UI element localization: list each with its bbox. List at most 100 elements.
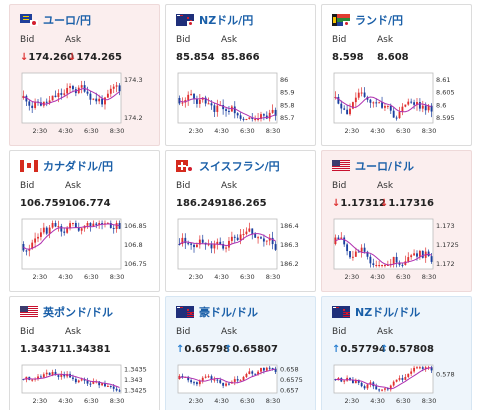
- rate-card-header[interactable]: スイスフラン/円: [176, 158, 280, 174]
- rate-card-header[interactable]: ランド/円: [332, 12, 403, 28]
- currency-pair-title[interactable]: ユーロ/円: [43, 14, 92, 27]
- candle-body: [39, 376, 42, 378]
- candle-body: [207, 244, 210, 246]
- candle-body: [418, 102, 421, 109]
- rate-card[interactable]: 豪ドル/ドル Bid Ask ↑0.65798 ↑0.65807 0.658 0.6575 0…: [165, 296, 316, 410]
- candle-body: [254, 373, 257, 375]
- currency-pair-title[interactable]: ユーロ/ドル: [355, 160, 415, 173]
- rate-card-header[interactable]: ユーロ/ドル: [332, 158, 414, 174]
- rate-card-header[interactable]: カナダドル/円: [20, 158, 113, 174]
- currency-pair-title[interactable]: NZドル/円: [199, 14, 254, 27]
- chart-container[interactable]: 8.61 8.605 8.6 8.595 2:30 4:30 6:30 8:30: [332, 71, 463, 143]
- x-tick-label: 8:30: [110, 397, 125, 405]
- ask-label: Ask: [65, 181, 82, 191]
- rate-card[interactable]: ランド/円 Bid Ask 8.598 8.608 8.61 8.605 8.6 8.595 2:…: [321, 4, 472, 146]
- currency-pair-title[interactable]: ランド/円: [355, 14, 404, 27]
- currency-pair-title[interactable]: 英ポンド/ドル: [43, 306, 114, 319]
- candle-body: [372, 263, 375, 265]
- chart-container[interactable]: 106.85 106.8 106.75 2:30 4:30 6:30 8:30: [20, 217, 151, 289]
- ask-label: Ask: [65, 35, 82, 45]
- candle-body: [242, 118, 245, 120]
- rate-card[interactable]: スイスフラン/円 Bid Ask 186.249 186.265 186.4 186.3 18…: [165, 150, 316, 292]
- rate-card-header[interactable]: NZドル/ドル: [332, 304, 420, 320]
- currency-pair-title[interactable]: NZドル/ドル: [355, 306, 421, 319]
- candle-body: [115, 85, 118, 87]
- y-tick-label: 8.605: [436, 89, 455, 97]
- currency-flag-icon: [20, 160, 38, 172]
- rate-card-header[interactable]: ユーロ/円: [20, 12, 91, 28]
- candle-body: [225, 383, 227, 386]
- candle-body: [346, 109, 349, 115]
- ask-value-text: 85.866: [221, 52, 260, 63]
- candle-body: [213, 105, 216, 112]
- moving-average-line: [335, 238, 432, 266]
- candle-body: [384, 388, 386, 390]
- x-tick-label: 6:30: [240, 127, 255, 135]
- rate-card-header[interactable]: 英ポンド/ドル: [20, 304, 113, 320]
- candle-body: [424, 367, 427, 369]
- chart-container[interactable]: 86 85.9 85.8 85.7 2:30 4:30 6:30 8:30: [176, 71, 307, 143]
- rate-card[interactable]: 英ポンド/ドル Bid Ask 1.34371 1.34381 1.3435 1.343 1.…: [9, 296, 160, 410]
- candle-body: [178, 98, 181, 104]
- x-tick-label: 2:30: [33, 273, 48, 281]
- currency-pair-title[interactable]: スイスフラン/円: [199, 160, 280, 173]
- candle-body: [57, 226, 60, 228]
- candle-body: [257, 119, 260, 120]
- y-tick-label: 0.658: [280, 365, 299, 373]
- candle-body: [216, 105, 219, 112]
- candle-body: [340, 103, 343, 109]
- rate-card-header[interactable]: 豪ドル/ドル: [176, 304, 258, 320]
- currency-flag-icon: [176, 160, 194, 172]
- ask-value: ↓174.265: [68, 52, 122, 63]
- chart-container[interactable]: 174.3 174.2 2:30 4:30 6:30 8:30: [20, 71, 151, 143]
- candle-body: [337, 96, 340, 104]
- currency-flag-icon: [20, 306, 38, 318]
- currency-pair-title[interactable]: 豪ドル/ドル: [199, 306, 259, 319]
- candle-body: [115, 388, 118, 391]
- plot-frame: [333, 364, 434, 394]
- y-tick-label: 1.1725: [436, 241, 459, 249]
- x-tick-label: 4:30: [58, 273, 73, 281]
- candle-body: [343, 380, 346, 382]
- chart-container[interactable]: 0.578 2:30 4:30 6:30 8:30: [332, 363, 463, 410]
- x-tick-label: 4:30: [214, 273, 229, 281]
- x-tick-label: 2:30: [345, 273, 360, 281]
- candle-body: [109, 88, 112, 94]
- currency-pair-title[interactable]: カナダドル/円: [43, 160, 114, 173]
- candle-body: [381, 265, 383, 266]
- candle-body: [228, 240, 230, 248]
- bid-label: Bid: [176, 181, 191, 191]
- moving-average-line: [335, 96, 432, 113]
- candle-body: [66, 87, 69, 94]
- candle-body: [401, 264, 404, 266]
- chart-container[interactable]: 186.4 186.3 186.2 2:30 4:30 6:30 8:30: [176, 217, 307, 289]
- rate-card[interactable]: NZドル/円 Bid Ask 85.854 85.866 86 85.9 85.8 85.7 2:…: [165, 4, 316, 146]
- candle-body: [198, 380, 201, 385]
- candle-body: [28, 248, 31, 251]
- y-tick-label: 85.9: [280, 89, 294, 97]
- candle-body: [375, 102, 378, 104]
- candle-body: [251, 117, 254, 119]
- up-arrow-icon: ↑: [332, 344, 341, 355]
- ask-value: 85.866: [221, 52, 260, 63]
- candle-body: [225, 109, 227, 111]
- x-tick-label: 8:30: [422, 127, 437, 135]
- rate-card-header[interactable]: NZドル/円: [176, 12, 253, 28]
- chart-container[interactable]: 1.173 1.1725 1.172 2:30 4:30 6:30 8:30: [332, 217, 463, 289]
- chart-container[interactable]: 0.658 0.6575 0.657 2:30 4:30 6:30 8:30: [176, 363, 307, 410]
- x-tick-label: 6:30: [396, 273, 411, 281]
- candle-body: [271, 237, 274, 245]
- chart-container[interactable]: 1.3435 1.343 1.3425 2:30 4:30 6:30 8:30: [20, 363, 151, 410]
- rate-card[interactable]: NZドル/ドル Bid Ask ↑0.57794 ↑0.57808 0.578 2:30 4:…: [321, 296, 472, 410]
- price-chart: 8.61 8.605 8.6 8.595 2:30 4:30 6:30 8:30: [333, 72, 455, 135]
- rate-card[interactable]: ユーロ/円 Bid Ask ↓174.260 ↓174.265 174.3 174.2 2:3…: [9, 4, 160, 146]
- candle-body: [389, 385, 392, 390]
- candle-body: [378, 265, 381, 266]
- y-tick-label: 174.2: [124, 114, 143, 122]
- ask-value-text: 186.265: [221, 198, 267, 209]
- rate-card[interactable]: ユーロ/ドル Bid Ask ↓1.17312 ↓1.17316 1.173 1.1725 1…: [321, 150, 472, 292]
- candle-body: [239, 380, 242, 382]
- candle-body: [112, 228, 115, 230]
- rate-card[interactable]: カナダドル/円 Bid Ask 106.759 106.774 106.85 106.8 10…: [9, 150, 160, 292]
- candle-body: [271, 367, 274, 369]
